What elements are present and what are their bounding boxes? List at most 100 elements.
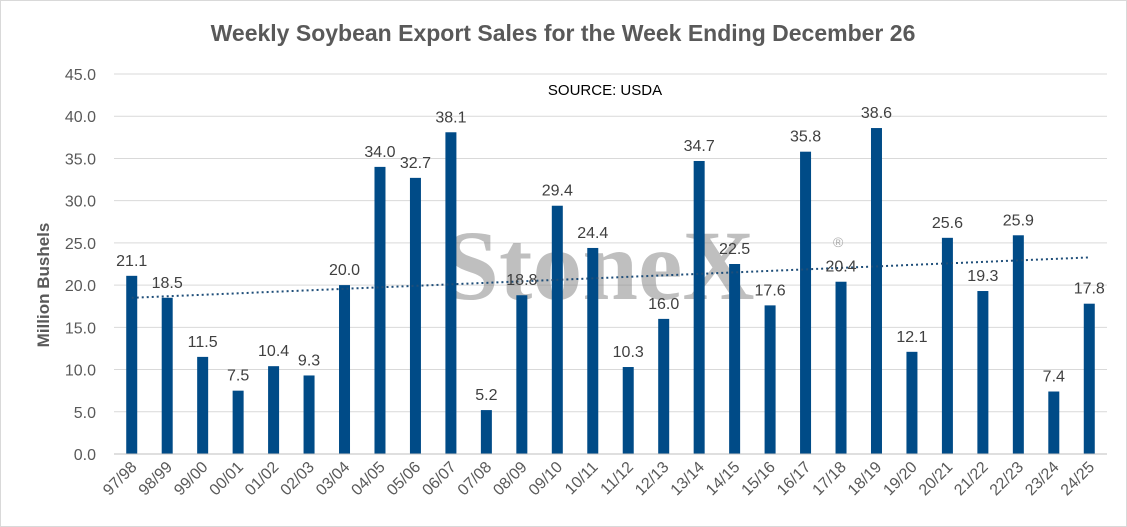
bar (516, 295, 528, 454)
data-label: 16.0 (648, 296, 679, 313)
data-label: 25.9 (1003, 212, 1034, 229)
data-label: 29.4 (542, 183, 573, 200)
data-label: 34.0 (364, 144, 395, 161)
data-label: 22.5 (719, 241, 750, 258)
bars (126, 128, 1095, 454)
watermark-registered-mark: ® (833, 234, 844, 250)
x-tick-label: 10/11 (562, 459, 602, 499)
data-label: 38.1 (435, 109, 466, 126)
x-tick-label: 02/03 (278, 459, 318, 499)
bar (693, 160, 705, 454)
y-tick-label: 0.0 (74, 447, 96, 464)
bar (977, 291, 989, 454)
y-tick-label: 35.0 (65, 151, 96, 168)
x-tick-label: 20/21 (916, 459, 956, 499)
x-tick-label: 21/22 (951, 459, 991, 499)
data-label: 19.3 (967, 268, 998, 285)
y-tick-label: 20.0 (65, 278, 96, 295)
data-label: 35.8 (790, 129, 821, 146)
bar (587, 247, 599, 454)
x-tick-label: 05/06 (384, 459, 424, 499)
y-tick-label: 40.0 (65, 109, 96, 126)
x-tick-label: 08/09 (490, 459, 530, 499)
bar (906, 351, 918, 454)
data-label: 32.7 (400, 155, 431, 172)
y-tick-label: 45.0 (65, 67, 96, 84)
bar (622, 367, 634, 454)
bar (480, 410, 492, 454)
bar (1083, 303, 1095, 454)
data-label: 7.4 (1043, 369, 1065, 386)
data-label: 17.8 (1074, 281, 1105, 298)
bar (161, 297, 173, 454)
data-label: 12.1 (896, 329, 927, 346)
x-tick-label: 11/12 (598, 459, 638, 499)
x-tick-label: 22/23 (987, 459, 1027, 499)
x-tick-label: 13/14 (668, 459, 708, 499)
data-label: 11.5 (188, 334, 218, 351)
bar (339, 285, 351, 454)
x-axis-ticks: 97/9898/9999/0000/0101/0202/0303/0404/05… (100, 459, 1098, 499)
bar (800, 151, 812, 454)
data-label: 10.3 (613, 344, 644, 361)
x-tick-label: 16/17 (774, 459, 814, 499)
y-tick-label: 25.0 (65, 236, 96, 253)
x-tick-label: 09/10 (526, 459, 566, 499)
x-tick-label: 14/15 (703, 459, 743, 499)
data-label: 18.8 (506, 272, 537, 289)
bar (445, 132, 457, 454)
x-tick-label: 17/18 (810, 459, 850, 499)
data-label: 24.4 (577, 225, 608, 242)
bar (268, 366, 280, 454)
x-tick-label: 04/05 (348, 459, 388, 499)
x-tick-label: 24/25 (1058, 459, 1098, 499)
bar (658, 318, 670, 454)
x-tick-label: 03/04 (313, 459, 353, 499)
bar (409, 177, 421, 454)
y-tick-label: 10.0 (65, 363, 96, 380)
y-axis-label: Million Bushels (34, 223, 53, 348)
data-label: 20.0 (329, 262, 360, 279)
data-label: 21.1 (116, 253, 147, 270)
x-tick-label: 06/07 (419, 459, 459, 499)
data-label: 38.6 (861, 105, 892, 122)
bar (941, 237, 953, 454)
data-label: 10.4 (258, 343, 289, 360)
bar (232, 390, 244, 454)
x-tick-label: 07/08 (455, 459, 495, 499)
x-tick-label: 98/99 (136, 459, 176, 499)
bar (835, 281, 847, 454)
y-tick-label: 5.0 (74, 405, 96, 422)
data-label: 17.6 (755, 282, 786, 299)
bar (303, 375, 315, 454)
source-annotation: SOURCE: USDA (548, 82, 662, 99)
x-tick-label: 12/13 (632, 459, 672, 499)
bar (870, 128, 882, 454)
data-label: 9.3 (298, 352, 320, 369)
chart-title: Weekly Soybean Export Sales for the Week… (211, 20, 916, 46)
x-tick-label: 00/01 (207, 459, 247, 499)
data-label: 5.2 (475, 387, 497, 404)
data-label: 34.7 (684, 138, 715, 155)
data-labels: 21.1 18.5 11.5 7.5 10.4 9.3 20.0 34.0 32.7 38.1 5.… (116, 105, 1105, 404)
data-label: 25.6 (932, 215, 963, 232)
bar (197, 356, 209, 454)
bar (374, 166, 386, 454)
data-label: 18.5 (152, 275, 183, 292)
bar (551, 205, 563, 454)
x-tick-label: 15/16 (739, 459, 779, 499)
x-tick-label: 01/02 (242, 459, 282, 499)
y-tick-label: 30.0 (65, 194, 96, 211)
bar (1048, 391, 1060, 454)
bar (729, 264, 741, 454)
x-tick-label: 19/20 (880, 459, 920, 499)
x-tick-label: 97/98 (100, 459, 140, 499)
bar (764, 305, 776, 454)
x-tick-label: 23/24 (1022, 459, 1062, 499)
data-label: 20.4 (825, 259, 856, 276)
x-tick-label: 99/00 (171, 459, 211, 499)
gridlines (114, 73, 1107, 413)
y-axis-ticks: 0.0 5.0 10.0 15.0 20.0 25.0 30.0 35.0 40.0 45.0 (65, 67, 96, 464)
